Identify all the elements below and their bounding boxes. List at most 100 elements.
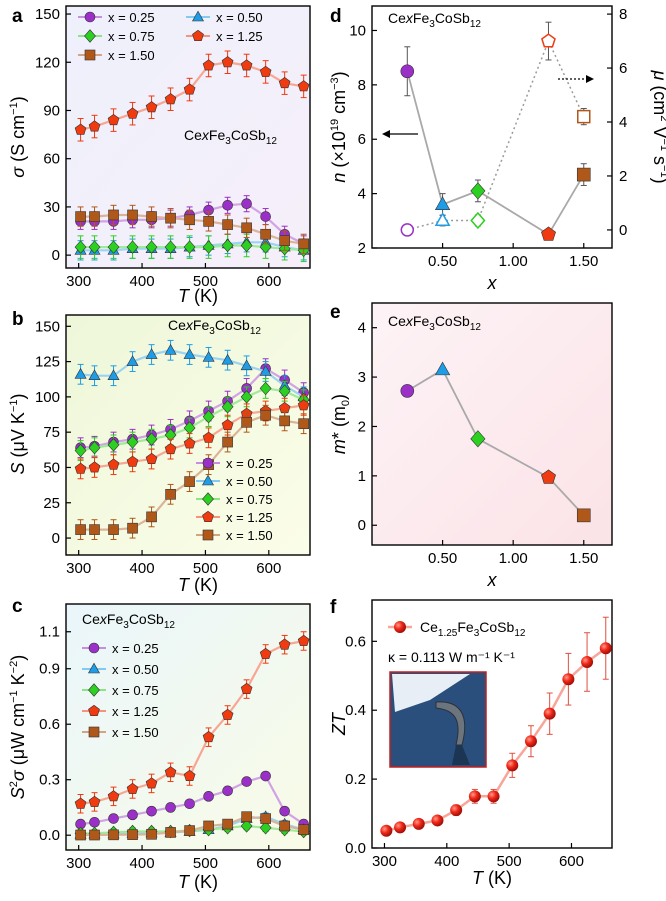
arrow-left — [382, 130, 418, 138]
legend-label: x = 1.50 — [112, 725, 159, 740]
panel-a-data-point — [260, 228, 271, 240]
panel-d-ytick-right-label: 6 — [619, 60, 627, 77]
panel-b-data-point — [240, 390, 253, 404]
legend-swatch-marker — [87, 662, 101, 674]
panel-a-data-point — [203, 216, 214, 227]
panel-c-data-point — [74, 797, 87, 809]
panel-d-label: d — [330, 6, 342, 27]
panel-b-ytick-label: 0 — [52, 530, 60, 547]
panel-c-data-point — [108, 829, 119, 841]
panel-c-data-point — [184, 798, 195, 810]
panel-b-data-point — [107, 438, 120, 452]
panel-a-data-point — [184, 214, 195, 226]
panel-d-ytick-right-label: 0 — [619, 222, 627, 239]
panel-c-data-point — [260, 770, 271, 782]
panel-f-ytick-label: 0.4 — [345, 702, 366, 719]
panel-b-data-point — [74, 367, 87, 379]
panel-f-xlabel: T (K) — [472, 868, 512, 888]
panel-b-ytick-label: 50 — [43, 459, 60, 476]
legend-swatch-marker — [88, 642, 100, 654]
panel-b-annotation: CexFe3CoSb12 — [168, 317, 261, 337]
panel-c-xlabel: T (K) — [178, 872, 218, 892]
panel-b-data-point — [183, 348, 196, 359]
panel-e-ytick-label: 4 — [358, 320, 366, 337]
panel-a-data-point — [240, 238, 253, 253]
panel-c-data-point — [222, 818, 233, 830]
panel-d-frame — [371, 5, 613, 249]
panel-b-data-point — [145, 452, 158, 465]
panel-b-ytick-label: 25 — [43, 495, 60, 512]
panel-a-data-point — [126, 107, 139, 119]
panel-a-ytick-label: 90 — [43, 102, 60, 119]
panel-b-data-point — [279, 415, 290, 427]
panel-f-label: f — [330, 597, 337, 618]
panel-b-data-point — [241, 416, 252, 428]
panel-c-ytick-label: 0.3 — [39, 772, 60, 789]
panel-c-ytick-label: 1.1 — [39, 624, 60, 641]
panel-d-n-point — [576, 167, 591, 182]
panel-b-xtick-label: 600 — [256, 560, 281, 577]
legend-swatch-marker — [202, 492, 214, 506]
panel-c-ylabel: S2σ (μW cm−1 K−2) — [8, 655, 28, 799]
legend-swatch-marker — [88, 726, 100, 738]
panel-a-data-point — [88, 240, 101, 254]
panel-d-ylabel-right: μ (cm2 V−1 s−1) — [650, 69, 666, 183]
panel-a-ytick-label: 30 — [43, 199, 60, 216]
panel-c-data-point — [146, 805, 157, 817]
panel-a-data-point — [279, 235, 290, 246]
panel-f-point — [562, 673, 575, 686]
panel-a-data-point — [259, 65, 272, 77]
panel-d-n-point — [470, 182, 486, 200]
panel-a-ytick-label: 60 — [43, 151, 60, 168]
panel-b-data-point — [164, 443, 177, 455]
panel-b-data-point — [74, 443, 87, 458]
panel-f-point — [450, 804, 463, 817]
panel-e-label: e — [330, 302, 341, 323]
panel-b-data-point — [107, 369, 120, 381]
panel-b-ytick-label: 75 — [43, 424, 60, 441]
panel-c-ytick-label: 0.6 — [39, 716, 60, 733]
panel-b-xtick-label: 400 — [130, 560, 155, 577]
legend-label: x = 0.75 — [226, 492, 273, 507]
panel-a-data-point — [222, 200, 233, 211]
panel-c-data-point — [108, 813, 119, 824]
panel-b-ylabel: S (μV K−1) — [8, 394, 28, 475]
panel-a-data-point — [222, 219, 233, 230]
panel-a-data-point — [202, 59, 215, 71]
legend-label: x = 1.25 — [226, 510, 273, 525]
panel-f-ytick-label: 0.0 — [345, 840, 366, 857]
panel-a-data-point — [145, 240, 158, 254]
panel-c-data-point — [145, 777, 158, 789]
panel-a-data-point — [183, 83, 196, 95]
panel-a-data-point — [89, 211, 100, 222]
panel-b-data-point — [126, 455, 139, 467]
panel-c-data-point — [165, 827, 176, 838]
panel-b-data-point — [183, 437, 196, 449]
panel-a-data-point — [278, 77, 291, 89]
panel-f-point — [487, 790, 500, 803]
panel-a-data-point — [241, 198, 252, 210]
legend-label: x = 0.50 — [226, 474, 273, 489]
legend-label: x = 0.75 — [112, 683, 159, 698]
panel-a-annotation: CexFe3CoSb12 — [184, 127, 277, 147]
panel-b-data-point — [259, 365, 272, 376]
panel-f-ytick-label: 0.6 — [345, 633, 366, 650]
panel-c-ytick-label: 0.0 — [39, 827, 60, 844]
panel-c-data-point — [89, 816, 100, 828]
panel-e-effective-mass: 0.50 1.00 1.50 0 1 2 3 4 e CexFe3CoSb12 x m* (m… — [329, 302, 613, 590]
panel-c-data-point — [88, 795, 101, 807]
panel-a-data-point — [145, 101, 158, 113]
panel-b-data-point — [165, 488, 176, 500]
panel-a-xlabel: T (K) — [178, 286, 218, 306]
panel-d-ytick-label: 2 — [358, 240, 366, 257]
panel-d-ytick-label: 6 — [358, 131, 366, 148]
panel-a-data-point — [107, 240, 120, 254]
panel-b-data-point — [221, 353, 234, 365]
panel-b-data-point — [74, 462, 87, 474]
panel-b-data-point — [184, 476, 195, 487]
panel-b-data-point — [75, 524, 86, 535]
panel-b-data-point — [164, 343, 177, 355]
panel-c-data-point — [298, 824, 309, 835]
panel-c-data-point — [107, 790, 120, 802]
